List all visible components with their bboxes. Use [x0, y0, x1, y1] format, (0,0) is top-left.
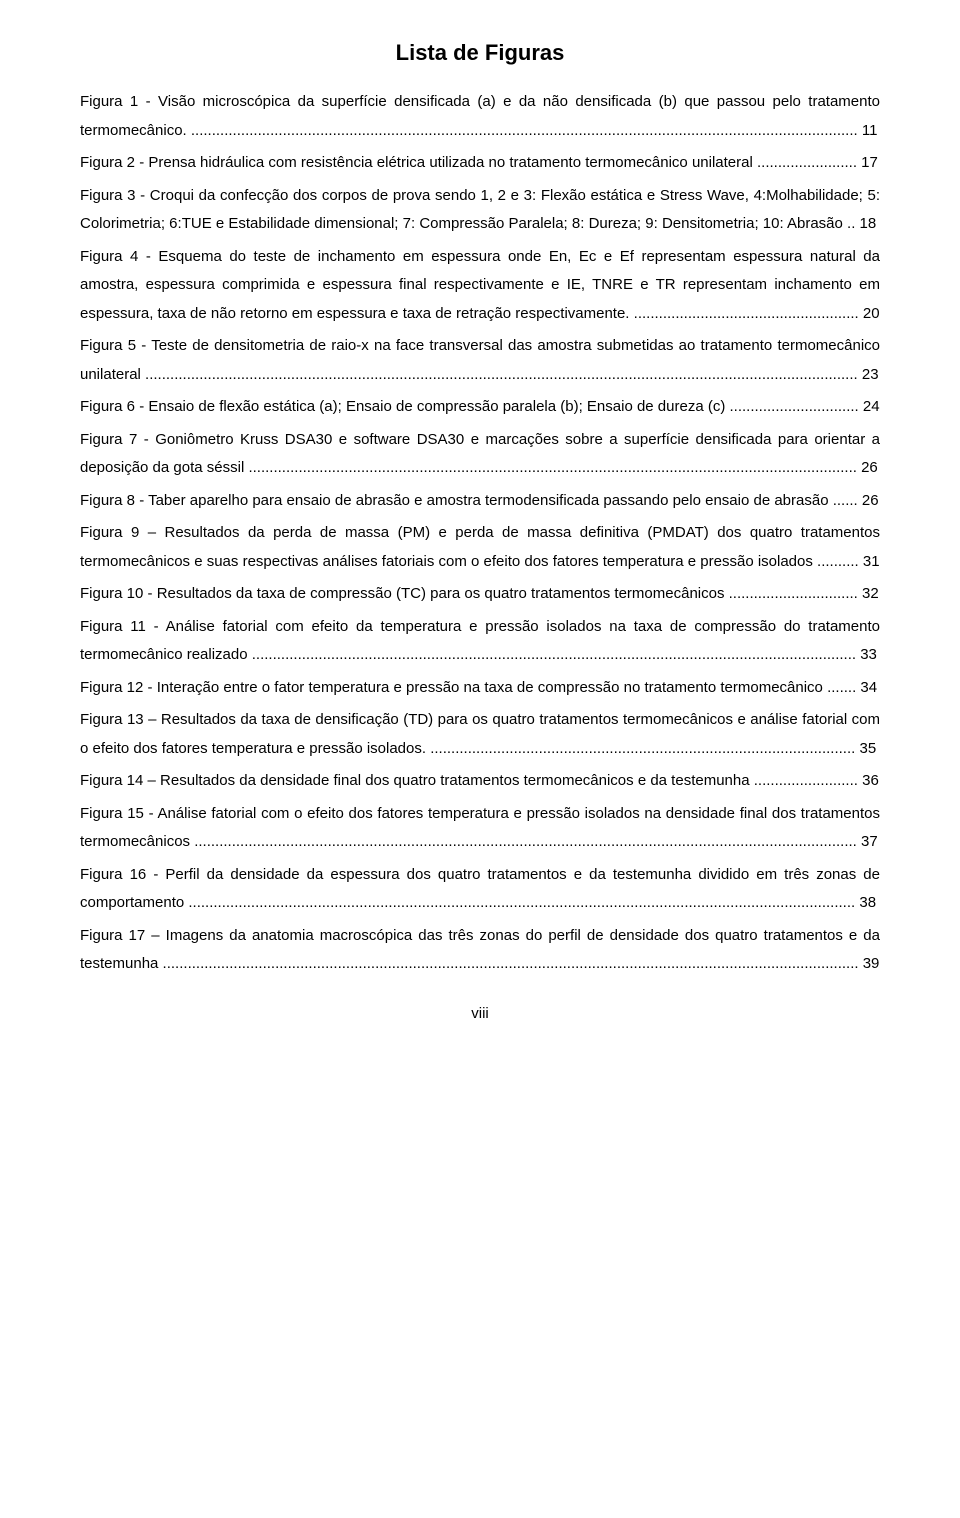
figure-entry-label: Figura 9 – Resultados da perda de massa …	[80, 524, 880, 570]
figure-entry: Figura 15 - Análise fatorial com o efeit…	[80, 800, 880, 857]
figure-entry-label: Figura 14 – Resultados da densidade fina…	[80, 772, 750, 789]
figure-entry-label: Figura 12 - Interação entre o fator temp…	[80, 679, 823, 696]
leader-dots: ......	[829, 492, 858, 509]
figure-entry: Figura 12 - Interação entre o fator temp…	[80, 674, 880, 703]
figure-entry-page: 33	[856, 646, 877, 663]
leader-dots: ...............................	[725, 398, 858, 415]
figure-entry: Figura 10 - Resultados da taxa de compre…	[80, 580, 880, 609]
figure-entry: Figura 5 - Teste de densitometria de rai…	[80, 332, 880, 389]
figure-entry: Figura 6 - Ensaio de flexão estática (a)…	[80, 393, 880, 422]
figure-entry-page: 35	[855, 740, 876, 757]
figure-entry-page: 26	[858, 492, 879, 509]
leader-dots: ........................................…	[426, 740, 855, 757]
figure-entry-page: 34	[856, 679, 877, 696]
leader-dots: ........................................…	[190, 833, 857, 850]
figure-entry: Figura 3 - Croqui da confecção dos corpo…	[80, 182, 880, 239]
figure-entry-label: Figura 3 - Croqui da confecção dos corpo…	[80, 187, 880, 233]
leader-dots: ........................	[753, 154, 857, 171]
figure-entry-page: 11	[858, 122, 878, 139]
leader-dots: ........................................…	[248, 646, 856, 663]
leader-dots: ........................................…	[629, 305, 858, 322]
figure-entry: Figura 4 - Esquema do teste de inchament…	[80, 243, 880, 329]
figure-entry-label: Figura 6 - Ensaio de flexão estática (a)…	[80, 398, 725, 415]
figure-entry: Figura 16 - Perfil da densidade da espes…	[80, 861, 880, 918]
leader-dots: ........................................…	[158, 955, 858, 972]
figure-entry-label: Figura 2 - Prensa hidráulica com resistê…	[80, 154, 753, 171]
figure-entry-page: 39	[859, 955, 880, 972]
figure-entry-page: 26	[857, 459, 878, 476]
figure-entry: Figura 9 – Resultados da perda de massa …	[80, 519, 880, 576]
figure-entry-page: 36	[858, 772, 879, 789]
leader-dots: ...............................	[724, 585, 857, 602]
figure-entry: Figura 11 - Análise fatorial com efeito …	[80, 613, 880, 670]
figure-entry-page: 38	[855, 894, 876, 911]
figure-entry: Figura 8 - Taber aparelho para ensaio de…	[80, 487, 880, 516]
figure-entry-page: 20	[859, 305, 880, 322]
leader-dots: .......	[823, 679, 856, 696]
figure-entry: Figura 13 – Resultados da taxa de densif…	[80, 706, 880, 763]
figure-entry-page: 32	[858, 585, 879, 602]
leader-dots: ..........	[813, 553, 859, 570]
page-number: viii	[80, 1005, 880, 1022]
leader-dots: ..	[843, 215, 856, 232]
figure-entry-page: 24	[859, 398, 880, 415]
figure-entry-page: 31	[859, 553, 880, 570]
leader-dots: .........................	[750, 772, 858, 789]
leader-dots: ........................................…	[141, 366, 858, 383]
figure-entry: Figura 17 – Imagens da anatomia macroscó…	[80, 922, 880, 979]
leader-dots: ........................................…	[244, 459, 857, 476]
figure-entry: Figura 2 - Prensa hidráulica com resistê…	[80, 149, 880, 178]
leader-dots: ........................................…	[187, 122, 858, 139]
figure-entry: Figura 14 – Resultados da densidade fina…	[80, 767, 880, 796]
figure-entry-page: 37	[857, 833, 878, 850]
leader-dots: ........................................…	[184, 894, 855, 911]
page-title: Lista de Figuras	[80, 40, 880, 66]
figure-entry: Figura 7 - Goniômetro Kruss DSA30 e soft…	[80, 426, 880, 483]
figure-entry-page: 17	[857, 154, 878, 171]
figure-entry-page: 18	[855, 215, 876, 232]
figure-entry-page: 23	[858, 366, 879, 383]
figure-entry: Figura 1 - Visão microscópica da superfí…	[80, 88, 880, 145]
figure-entry-label: Figura 10 - Resultados da taxa de compre…	[80, 585, 724, 602]
figure-entry-label: Figura 8 - Taber aparelho para ensaio de…	[80, 492, 829, 509]
figure-list: Figura 1 - Visão microscópica da superfí…	[80, 88, 880, 979]
